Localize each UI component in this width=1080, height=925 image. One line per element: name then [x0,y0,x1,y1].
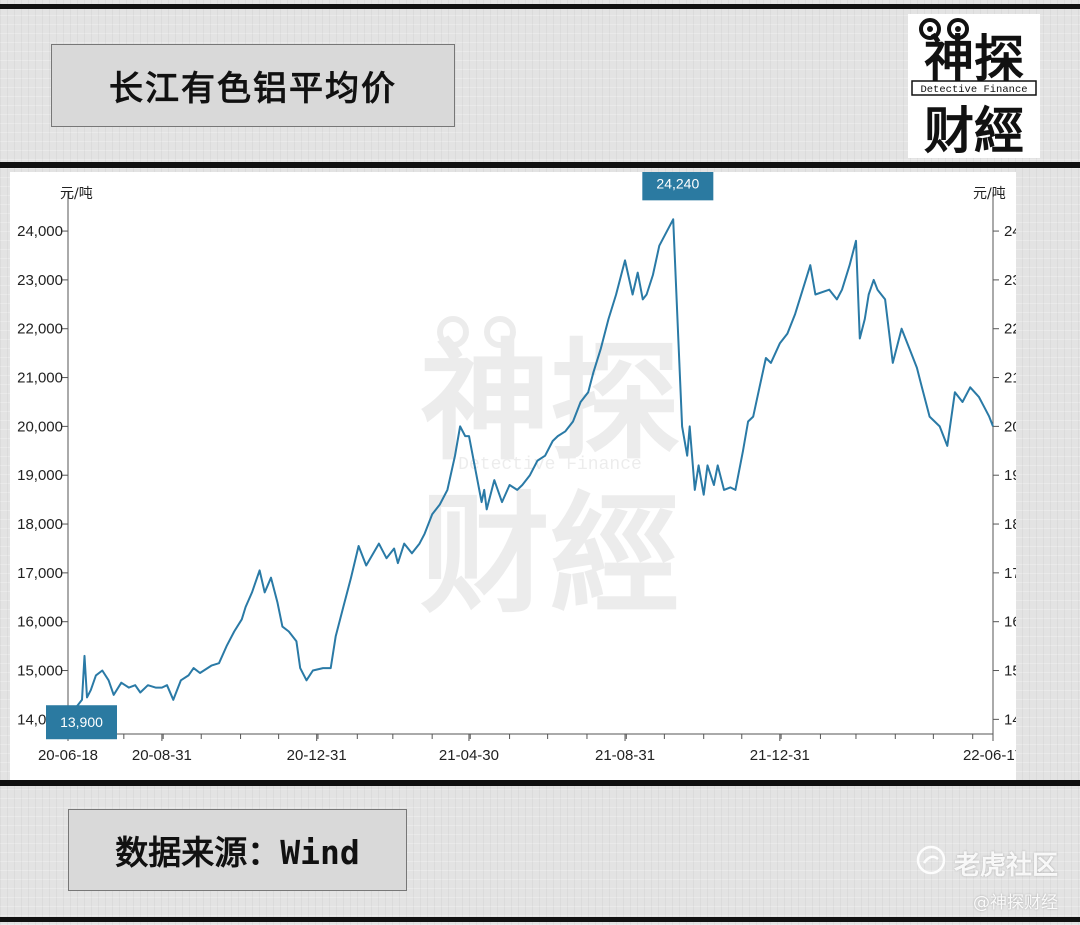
y-tick-label-right: 20,000 [1004,418,1016,435]
y-tick-label-right: 23,000 [1004,272,1016,289]
chart-watermark: 神探 Detective Finance 财經 [420,316,680,631]
y-tick-label-right: 19,000 [1004,467,1016,484]
divider-rule-lower [0,780,1080,786]
bottom-rule [0,917,1080,922]
page-title: 长江有色铝平均价 [109,69,397,109]
y-tick-label-left: 19,000 [17,467,63,484]
y-tick-label-left: 21,000 [17,370,63,387]
x-tick-label: 22-06-17 [963,747,1016,764]
site-watermark: 老虎社区 @神探财经 [916,845,1058,913]
x-tick-label: 20-06-18 [38,747,98,764]
logo-tagline: Detective Finance [920,84,1027,96]
watermark-tagline: Detective Finance [458,455,642,475]
y-tick-label-left: 24,000 [17,223,63,240]
source-box: 数据来源：Wind [68,809,407,891]
logo-line1: 神探 [924,30,1024,88]
x-tick-label: 21-04-30 [439,747,499,764]
brand-logo: 神探 Detective Finance 财經 [908,14,1040,160]
value-callout-label: 24,240 [656,175,699,191]
tiger-logo-icon [916,845,946,882]
watermark-line2: 财經 [420,479,680,631]
y-tick-label-left: 22,000 [17,321,63,338]
x-tick-label: 21-08-31 [595,747,655,764]
y-tick-label-left: 23,000 [17,272,63,289]
source-label: 数据来源：Wind [115,833,360,872]
y-tick-label-left: 15,000 [17,663,63,680]
watermark-line1: 神探 [420,326,680,478]
y-tick-label-right: 17,000 [1004,565,1016,582]
y-tick-label-left: 20,000 [17,418,63,435]
y-axis-unit-left: 元/吨 [60,186,93,202]
value-callout-label: 13,900 [60,714,103,730]
title-box: 长江有色铝平均价 [51,44,455,127]
value-callout [46,705,117,740]
x-tick-label: 20-08-31 [132,747,192,764]
x-tick-label: 21-12-31 [750,747,810,764]
y-tick-label-right: 16,000 [1004,614,1016,631]
top-rule [0,4,1080,9]
y-tick-label-right: 21,000 [1004,370,1016,387]
y-tick-label-right: 15,000 [1004,663,1016,680]
series-line [67,218,994,725]
y-axis-unit-right: 元/吨 [973,186,1006,202]
y-tick-label-left: 16,000 [17,614,63,631]
y-tick-label-left: 18,000 [17,516,63,533]
brand-logo-graphic: 神探 Detective Finance 财經 [911,18,1037,160]
y-tick-label-left: 17,000 [17,565,63,582]
y-tick-label-right: 24,000 [1004,223,1016,240]
x-tick-label: 20-12-31 [287,747,347,764]
chart-svg: 神探 Detective Finance 财經 元/吨元/吨14,00014,0… [17,166,1050,764]
logo-line2: 财經 [924,102,1024,158]
watermark-site: 老虎社区 [953,851,1058,881]
divider-rule-upper [0,162,1080,168]
value-callout [642,166,714,201]
chart-panel: 神探 Detective Finance 财經 元/吨元/吨14,00014,0… [10,166,1050,780]
y-tick-label-right: 22,000 [1004,321,1016,338]
y-tick-label-right: 18,000 [1004,516,1016,533]
y-tick-label-right: 14,000 [1004,711,1016,728]
watermark-handle: @神探财经 [973,893,1058,913]
